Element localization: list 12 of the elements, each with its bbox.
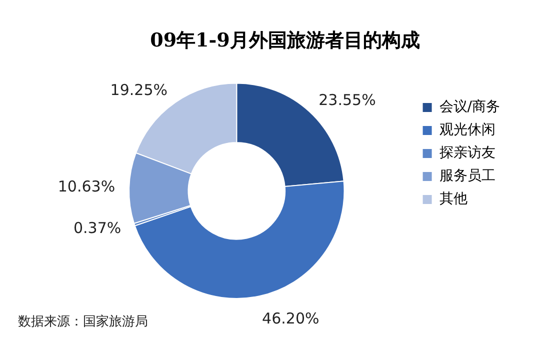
legend-label: 其他 [439, 191, 468, 208]
chart-title: 09年1-9月外国旅游者目的构成 [150, 29, 420, 52]
data-label: 46.20% [262, 310, 320, 328]
data-label: 10.63% [58, 177, 116, 196]
data-label: 23.55% [318, 90, 376, 109]
source-note: 数据来源：国家旅游局 [18, 313, 148, 330]
legend-label: 探亲访友 [439, 145, 496, 162]
data-label: 0.37% [73, 218, 122, 237]
data-label: 19.25% [110, 80, 168, 99]
legend-label: 服务员工 [439, 168, 496, 184]
legend-label: 会议/商务 [439, 99, 500, 116]
legend-label: 观光休闲 [439, 122, 496, 138]
